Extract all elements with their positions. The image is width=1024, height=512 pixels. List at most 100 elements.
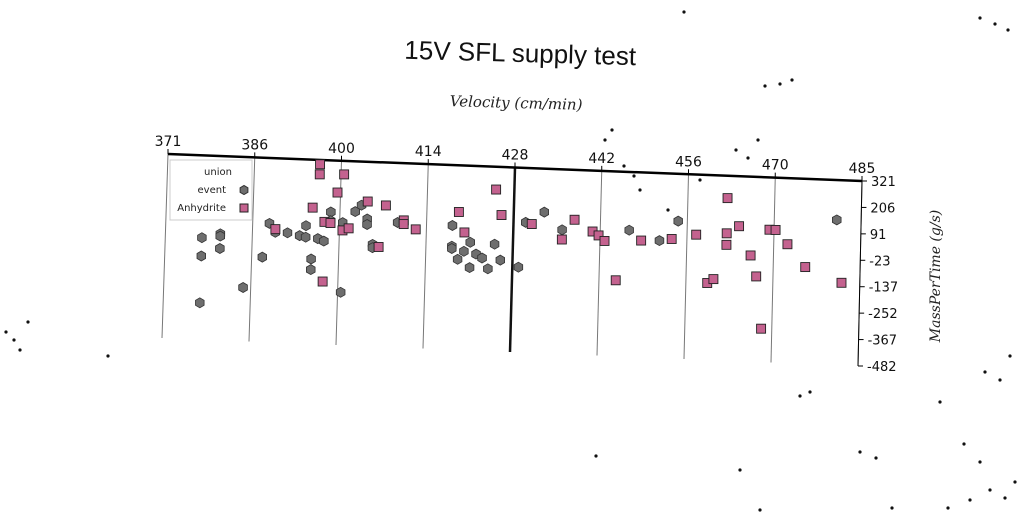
noise-speck xyxy=(790,78,794,82)
event-point xyxy=(495,254,506,266)
event-point xyxy=(306,253,316,265)
x-tick-label: 428 xyxy=(502,148,529,164)
noise-speck xyxy=(978,460,982,464)
anhydrite-point xyxy=(770,224,781,235)
anhydrite-point xyxy=(453,207,464,217)
anhydrite-point xyxy=(708,274,719,285)
x-tick-label: 371 xyxy=(155,134,182,150)
anhydrite-point xyxy=(666,234,677,244)
event-point xyxy=(305,264,316,276)
noise-speck xyxy=(968,498,972,502)
noise-speck xyxy=(1006,28,1010,32)
anhydrite-point xyxy=(459,227,470,238)
noise-speck xyxy=(763,84,767,88)
x-grid-line xyxy=(770,177,776,363)
noise-speck xyxy=(632,174,636,178)
noise-speck xyxy=(746,156,750,160)
anhydrite-point xyxy=(270,224,281,235)
anhydrite-point xyxy=(380,200,391,211)
noise-speck xyxy=(756,138,760,142)
event-point xyxy=(197,232,207,244)
event-point xyxy=(465,236,476,248)
anhydrite-point xyxy=(410,224,421,235)
x-grid-line xyxy=(422,164,429,349)
noise-speck xyxy=(698,178,702,182)
x-tick-label: 485 xyxy=(849,161,876,177)
legend-label-event: event xyxy=(198,185,227,196)
event-point xyxy=(238,282,248,293)
x-grid-line xyxy=(508,167,517,353)
noise-speck xyxy=(638,188,642,192)
event-point xyxy=(257,251,268,263)
noise-speck xyxy=(12,338,16,342)
event-point xyxy=(624,224,634,236)
anhydrite-point xyxy=(756,323,767,334)
event-point xyxy=(196,250,207,262)
anhydrite-point xyxy=(610,275,621,286)
y-axis-ticks: 321 206 91 -23 -137 -252 -367 -482 xyxy=(858,175,898,375)
anhydrite-point xyxy=(782,239,793,250)
chart-title: 15V SFL supply test xyxy=(404,35,637,71)
anhydrite-point xyxy=(751,271,762,282)
event-point xyxy=(215,243,225,254)
legend-marker-anhydrite xyxy=(239,203,249,213)
anhydrite-point xyxy=(315,159,326,170)
y-tick-label: 91 xyxy=(870,228,887,243)
anhydrite-point xyxy=(836,277,847,288)
noise-speck xyxy=(610,128,614,132)
noise-speck xyxy=(26,320,30,324)
legend-label-anhydrite: Anhydrite xyxy=(177,203,226,214)
y-tick-label: -252 xyxy=(868,307,898,322)
noise-speck xyxy=(106,354,110,358)
event-point xyxy=(477,252,487,264)
event-point xyxy=(673,215,683,227)
x-grid-line xyxy=(683,174,689,360)
anhydrite-point xyxy=(332,187,343,198)
x-tick-label: 414 xyxy=(415,144,442,160)
noise-speck xyxy=(738,468,742,472)
event-point xyxy=(195,297,205,309)
anhydrite-point xyxy=(526,219,537,230)
legend-box xyxy=(169,159,253,221)
y-tick-label: -482 xyxy=(867,360,897,375)
anhydrite-point xyxy=(496,210,507,220)
event-point xyxy=(557,224,567,236)
noise-speck xyxy=(758,508,762,512)
y-axis-label: MassPerTime (g/s) xyxy=(928,210,944,343)
anhydrite-point xyxy=(599,236,610,246)
x-tick-label: 400 xyxy=(328,141,355,157)
event-point xyxy=(282,227,293,239)
event-point xyxy=(447,220,458,231)
anhydrite-point xyxy=(491,184,502,195)
legend-marker-event xyxy=(239,184,249,196)
anhydrite-point xyxy=(373,242,384,252)
plot-markers xyxy=(195,159,847,334)
event-point xyxy=(489,238,500,250)
legend: union event Anhydrite xyxy=(169,159,253,221)
noise-speck xyxy=(998,378,1002,382)
event-point xyxy=(832,214,842,226)
y-tick-label: -367 xyxy=(868,334,898,349)
y-tick-label: 321 xyxy=(871,175,896,190)
x-tick-label: 470 xyxy=(762,158,789,174)
noise-speck xyxy=(1003,496,1007,500)
anhydrite-point xyxy=(339,169,350,180)
anhydrite-point xyxy=(636,235,647,246)
anhydrite-point xyxy=(691,229,702,240)
y-axis-line xyxy=(857,180,863,367)
noise-speck xyxy=(734,148,738,152)
noise-speck xyxy=(603,138,607,142)
x-grid-line xyxy=(596,170,603,356)
event-point xyxy=(654,235,665,247)
x-tick-label: 386 xyxy=(241,137,268,153)
anhydrite-point xyxy=(343,223,354,234)
event-point xyxy=(319,235,329,247)
noise-speck xyxy=(946,506,950,510)
anhydrite-point xyxy=(745,250,756,261)
event-point xyxy=(539,206,549,218)
event-point xyxy=(447,243,457,254)
anhydrite-point xyxy=(569,214,580,225)
noise-speck xyxy=(993,22,997,26)
anhydrite-point xyxy=(800,262,811,273)
